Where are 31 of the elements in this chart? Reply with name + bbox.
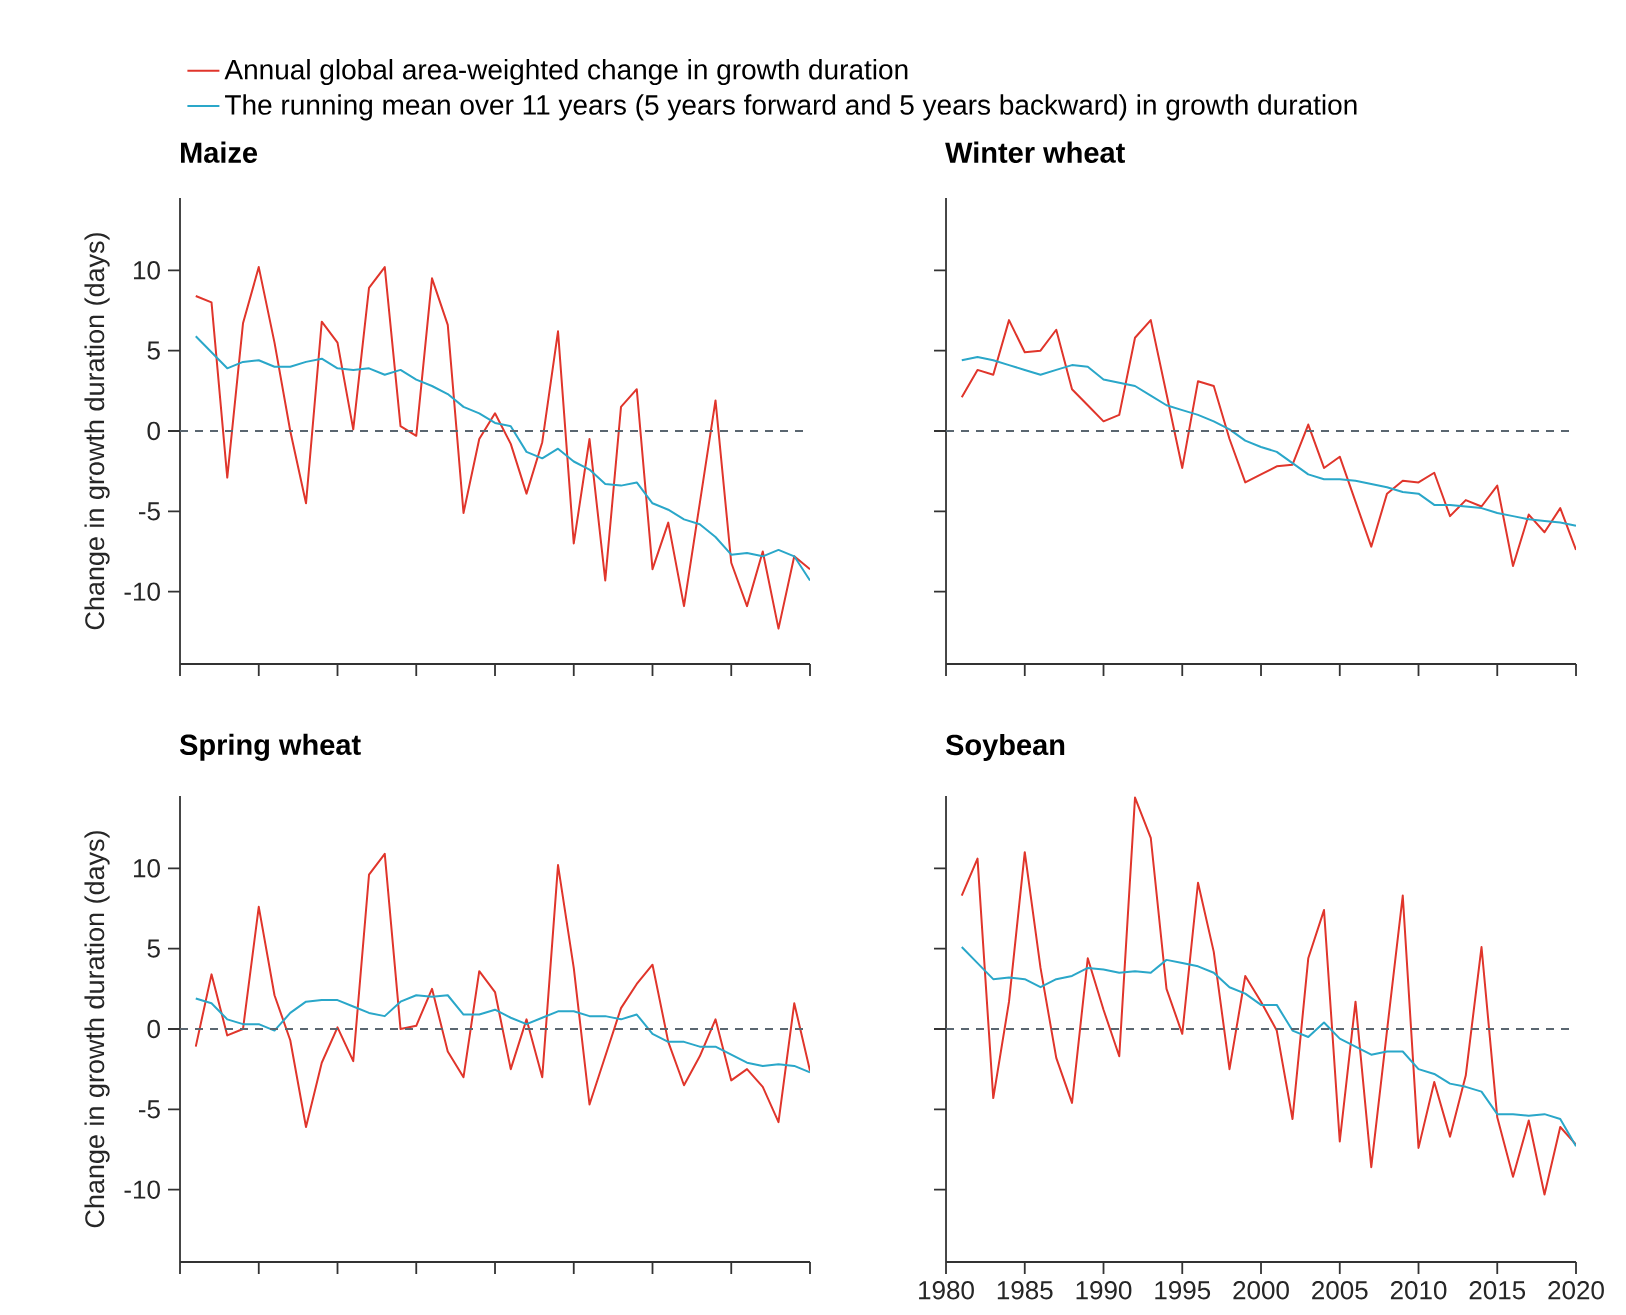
y-tick-label: 10 xyxy=(134,859,160,878)
y-tick-label: 5 xyxy=(147,939,160,958)
x-tick-label: 2005 xyxy=(1312,1281,1368,1300)
chart-title: Maize xyxy=(181,141,258,163)
x-tick-label: 2010 xyxy=(1390,1281,1447,1300)
line-series xyxy=(194,266,811,630)
y-tick-label: -10 xyxy=(124,582,160,601)
legend-label: The running mean over 11 years (5 years forward and 5 years backward) in growth duration xyxy=(225,94,1357,121)
y-axis-title: Change in growth duration (days) xyxy=(84,831,110,1228)
y-tick-label: 5 xyxy=(147,341,160,360)
line-series xyxy=(194,994,811,1074)
y-tick-label: -10 xyxy=(124,1180,160,1199)
x-tick-label: 2000 xyxy=(1233,1281,1289,1300)
y-tick-label: -5 xyxy=(138,1100,160,1119)
line-series xyxy=(194,852,811,1129)
legend-label: Annual global area-weighted change in growth duration xyxy=(224,59,908,86)
y-axis-title: Change in growth duration (days) xyxy=(84,233,110,630)
x-tick-label: 1980 xyxy=(919,1281,974,1300)
chart-title: Winter wheat xyxy=(945,141,1125,163)
x-tick-label: 2020 xyxy=(1548,1281,1604,1300)
y-tick-label: 0 xyxy=(147,421,160,441)
x-tick-label: 1990 xyxy=(1076,1281,1132,1300)
y-tick-label: 0 xyxy=(147,1019,160,1039)
x-tick-label: 2015 xyxy=(1469,1281,1526,1300)
y-tick-label: -5 xyxy=(138,502,160,521)
x-tick-label: 1995 xyxy=(1155,1281,1211,1300)
chart-title: Soybean xyxy=(945,733,1065,761)
x-tick-label: 1985 xyxy=(997,1281,1053,1300)
line-series xyxy=(194,335,811,582)
y-tick-label: 10 xyxy=(134,261,160,280)
chart-title: Spring wheat xyxy=(179,733,361,761)
